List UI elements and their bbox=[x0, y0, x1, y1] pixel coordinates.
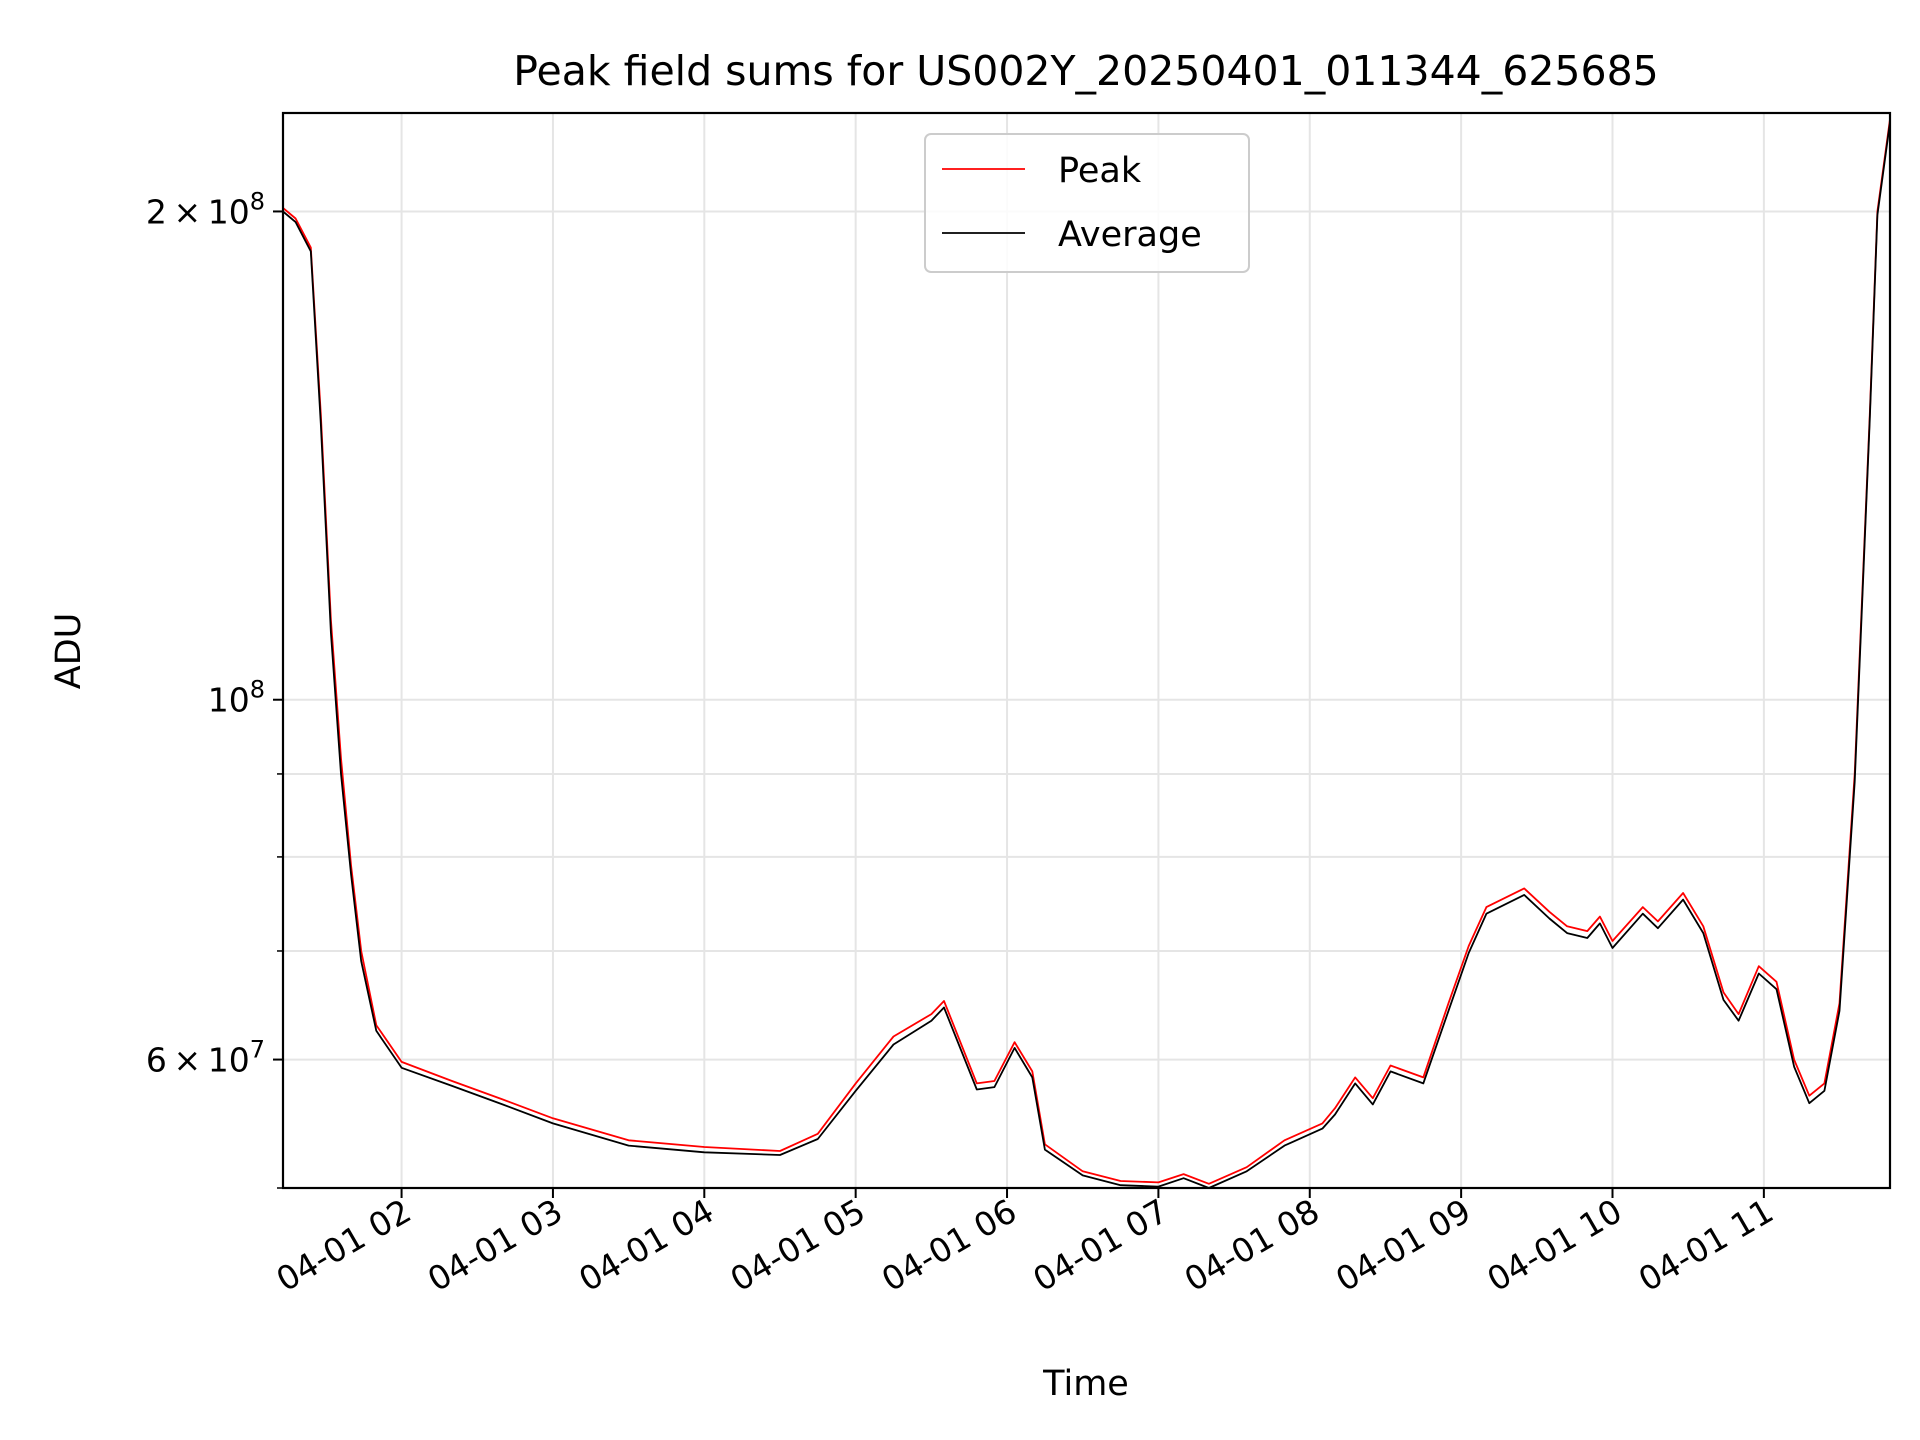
y-tick-label: 2 × 108 bbox=[146, 187, 265, 231]
chart-title: Peak field sums for US002Y_20250401_0113… bbox=[513, 47, 1659, 95]
y-axis-ticks: 6 × 107 108 2 × 108 bbox=[146, 187, 283, 1189]
series-line-average bbox=[282, 122, 1891, 1189]
x-axis-label: Time bbox=[1042, 1364, 1129, 1404]
legend: Peak Average bbox=[924, 133, 1250, 273]
series-line-peak bbox=[282, 119, 1891, 1185]
legend-peak-label: Peak bbox=[1058, 151, 1142, 191]
series-layer bbox=[282, 119, 1891, 1189]
legend-average-label: Average bbox=[1058, 215, 1202, 255]
y-tick-label: 6 × 107 bbox=[146, 1036, 265, 1080]
y-axis-label: ADU bbox=[49, 613, 89, 690]
plot-frame bbox=[281, 111, 1892, 1190]
y-tick-label: 108 bbox=[208, 676, 265, 720]
